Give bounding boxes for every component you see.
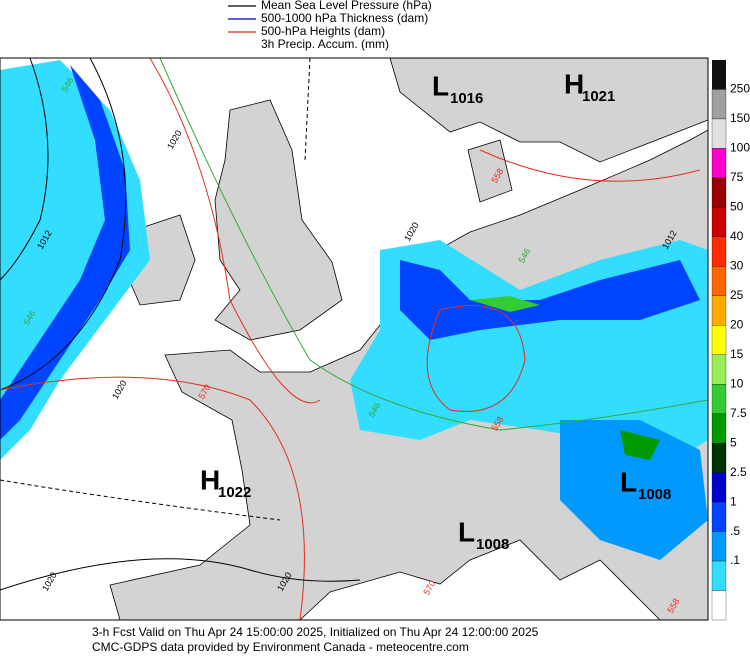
colorbar-label: 250	[730, 82, 750, 96]
colorbar-swatch	[711, 207, 727, 237]
contours	[0, 57, 709, 621]
colorbar-label: 5	[730, 435, 737, 449]
colorbar-label: 40	[730, 229, 744, 243]
footer-line: CMC-GDPS data provided by Environment Ca…	[92, 640, 469, 654]
height-contour	[149, 57, 321, 404]
colorbar-swatch	[711, 413, 727, 444]
colorbar-swatch	[712, 60, 726, 90]
colorbar-swatch	[711, 590, 727, 621]
precipitation	[0, 60, 708, 560]
colorbar-label: 10	[730, 376, 744, 390]
mediterranean	[298, 539, 661, 621]
precip-area	[470, 296, 540, 312]
colorbar-label: 25	[730, 288, 744, 302]
colorbar-label: 2.5	[730, 465, 747, 479]
legend-label: 500-hPa Heights (dam)	[261, 24, 385, 38]
center-letter: L	[432, 70, 449, 101]
colorbar-label: 1	[730, 494, 737, 508]
colorbar-swatch	[711, 354, 727, 385]
center-value: 1016	[450, 90, 483, 107]
trough-line	[304, 57, 311, 161]
footer-line: 3-h Fcst Valid on Thu Apr 24 15:00:00 20…	[92, 625, 539, 639]
height-contour	[426, 305, 526, 412]
center-value: 1022	[218, 484, 251, 501]
colorbar-label: 30	[730, 258, 744, 272]
center-value: 1021	[582, 88, 615, 105]
colorbar-label: 75	[730, 170, 744, 184]
footer: 3-h Fcst Valid on Thu Apr 24 15:00:00 20…	[92, 625, 539, 654]
center-letter: L	[620, 466, 637, 497]
legend-label: 3h Precip. Accum. (mm)	[261, 37, 389, 51]
map-area	[0, 57, 709, 621]
colorbar-label: 15	[730, 347, 744, 361]
colorbar-swatch	[711, 177, 727, 208]
center-value: 1008	[476, 536, 509, 553]
height-contour	[479, 149, 701, 182]
legend-label: Mean Sea Level Pressure (hPa)	[261, 0, 432, 12]
precip-area	[400, 260, 700, 340]
colorbar-swatch	[711, 443, 727, 473]
great-britain	[214, 99, 343, 341]
precip-area	[620, 430, 660, 460]
colorbar-label: .5	[730, 524, 740, 538]
center-letter: H	[200, 464, 220, 495]
thickness-contour	[159, 57, 709, 431]
precip-area	[560, 420, 708, 560]
colorbar-swatch	[711, 295, 727, 326]
colorbar-swatch	[711, 501, 727, 532]
isobar	[0, 57, 49, 281]
colorbar-label: .1	[730, 553, 740, 567]
colorbar-swatch	[711, 89, 727, 120]
colorbar-swatch	[711, 148, 727, 179]
colorbar-swatch	[711, 384, 727, 414]
colorbar-swatch	[711, 560, 727, 591]
colorbar-swatch	[711, 325, 727, 355]
isobar	[0, 558, 361, 591]
height-contour	[0, 376, 305, 621]
precip-area	[0, 65, 130, 440]
legend: Mean Sea Level Pressure (hPa)500-1000 hP…	[228, 0, 432, 51]
center-letter: L	[458, 516, 475, 547]
trough-line	[0, 479, 281, 521]
colorbar-label: 20	[730, 317, 744, 331]
map-frame	[0, 57, 709, 621]
denmark	[467, 139, 513, 203]
legend-label: 500-1000 hPa Thickness (dam)	[261, 11, 428, 25]
colorbar-label: 100	[730, 141, 750, 155]
colorbar-swatch	[711, 236, 727, 267]
isobar	[0, 57, 127, 391]
colorbar-swatch	[711, 531, 727, 562]
center-letter: H	[564, 68, 584, 99]
colorbar: 250 150 100 75 50 40 30 25 20 15 10 7.5 5 2.5 1 .5 .1	[711, 60, 750, 621]
colorbar-label: 7.5	[730, 406, 747, 420]
colorbar-swatch	[711, 472, 727, 503]
colorbar-swatch	[711, 266, 727, 296]
colorbar-label: 150	[730, 111, 750, 125]
center-value: 1008	[638, 486, 671, 503]
colorbar-label: 50	[730, 200, 744, 214]
colorbar-swatch	[711, 118, 727, 149]
